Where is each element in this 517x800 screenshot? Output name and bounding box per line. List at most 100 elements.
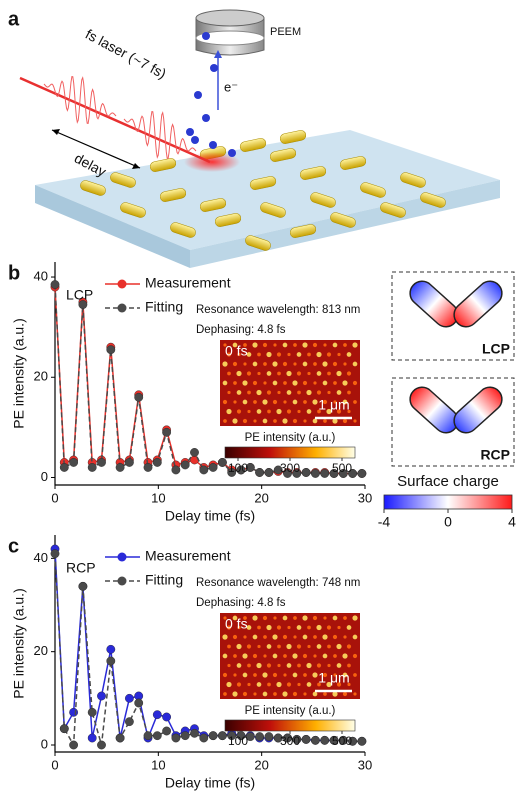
rod [453,386,503,434]
legend-label: Measurement [145,275,231,291]
inset-spot [322,653,328,659]
inset-spot [343,343,347,347]
legend-marker [117,576,127,586]
data-point [152,458,162,467]
inset-spot [272,380,278,386]
laser-pulses [43,75,197,160]
inset-spot [262,342,268,348]
data-point [190,448,199,457]
inset-spot [347,663,351,668]
rod [409,386,459,434]
inset-time: 0 fs [225,343,248,359]
colorbar-title: Surface charge [397,473,499,490]
delay-arrow [51,129,141,169]
inset-spot [283,400,287,404]
data-point [357,736,367,746]
panel-label: b [8,262,20,284]
surface-charge-panel: LCP RCP Surface charge [383,271,515,510]
data-point [255,468,265,477]
scale-label: 1 μm [318,670,349,686]
inset-spot [336,370,342,377]
electrons [186,32,236,157]
nanorod [310,192,336,208]
inset-spot [287,625,291,630]
colorbar-label: PE intensity (a.u.) [245,705,336,717]
inset-spot [242,399,248,405]
inset-spot [336,390,342,395]
inset-spot [227,663,231,668]
inset-spot [346,352,352,357]
data-point [292,735,302,744]
data-point [273,465,283,475]
nanorod [380,202,406,218]
inset-spot [316,624,322,631]
inset-spot [272,672,278,678]
inset-spot [336,682,342,687]
inset-spots [222,615,358,697]
colorbar [383,494,513,510]
x-tick-label: 20 [254,490,268,505]
data-point [199,733,209,743]
y-tick-label: 0 [41,469,48,484]
inset-spot [232,615,238,621]
inset-spot [342,380,348,386]
inset-spot [302,361,308,367]
inset-spot [353,400,357,404]
nanorod [299,166,327,180]
data-point [124,717,134,727]
inset-spot [256,389,262,396]
inset-spot [323,692,327,696]
inset-spot [337,352,341,357]
inset-spot [307,625,311,630]
inset-spot [253,673,257,677]
data-point [97,740,106,750]
inset-spot [266,371,272,376]
inset-spot [237,625,241,630]
inset-spot [292,653,298,659]
annotation: Dephasing: 4.8 fs [196,324,286,336]
inset-spot [233,381,237,385]
inset-spot [233,673,237,677]
inset-spot [283,673,287,677]
nanorod [339,156,367,170]
inset-spot [317,682,321,687]
inset-spot [247,663,251,668]
inset-spot [232,634,238,640]
inset-spot [296,352,302,357]
inset-spot [282,361,288,367]
inset-spot [296,371,302,376]
inset-spot [286,370,292,377]
inset-spot [262,691,268,697]
data-point [171,465,181,475]
inset-spot [323,616,327,620]
inset-spot [243,343,247,347]
data-point [190,728,199,738]
colorbar-tick-label: 500 [332,734,352,748]
x-tick-label: 0 [51,490,58,505]
panel-label: a [8,8,20,30]
data-point [329,735,339,745]
inset-spot [272,653,278,659]
nanorod [420,192,446,208]
inset-spot [283,654,287,658]
data-point [338,469,348,478]
data-point [357,469,367,478]
data-point [162,712,172,722]
data-point [245,732,255,741]
nanorod [110,172,136,188]
inset-spot [292,691,298,697]
inset-spot [327,644,331,649]
inset-spot [342,418,348,424]
data-point [283,733,292,743]
data-point [245,463,255,472]
inset-spot [252,634,258,640]
colorbar [224,446,356,459]
inset-spot [253,400,257,404]
data-point [227,468,237,477]
inset-spot [256,662,262,669]
data-point [134,698,144,708]
inset-spot [263,381,267,385]
x-tick-label: 10 [151,490,165,505]
inset-spot [256,682,262,687]
inset-spot [257,644,261,649]
